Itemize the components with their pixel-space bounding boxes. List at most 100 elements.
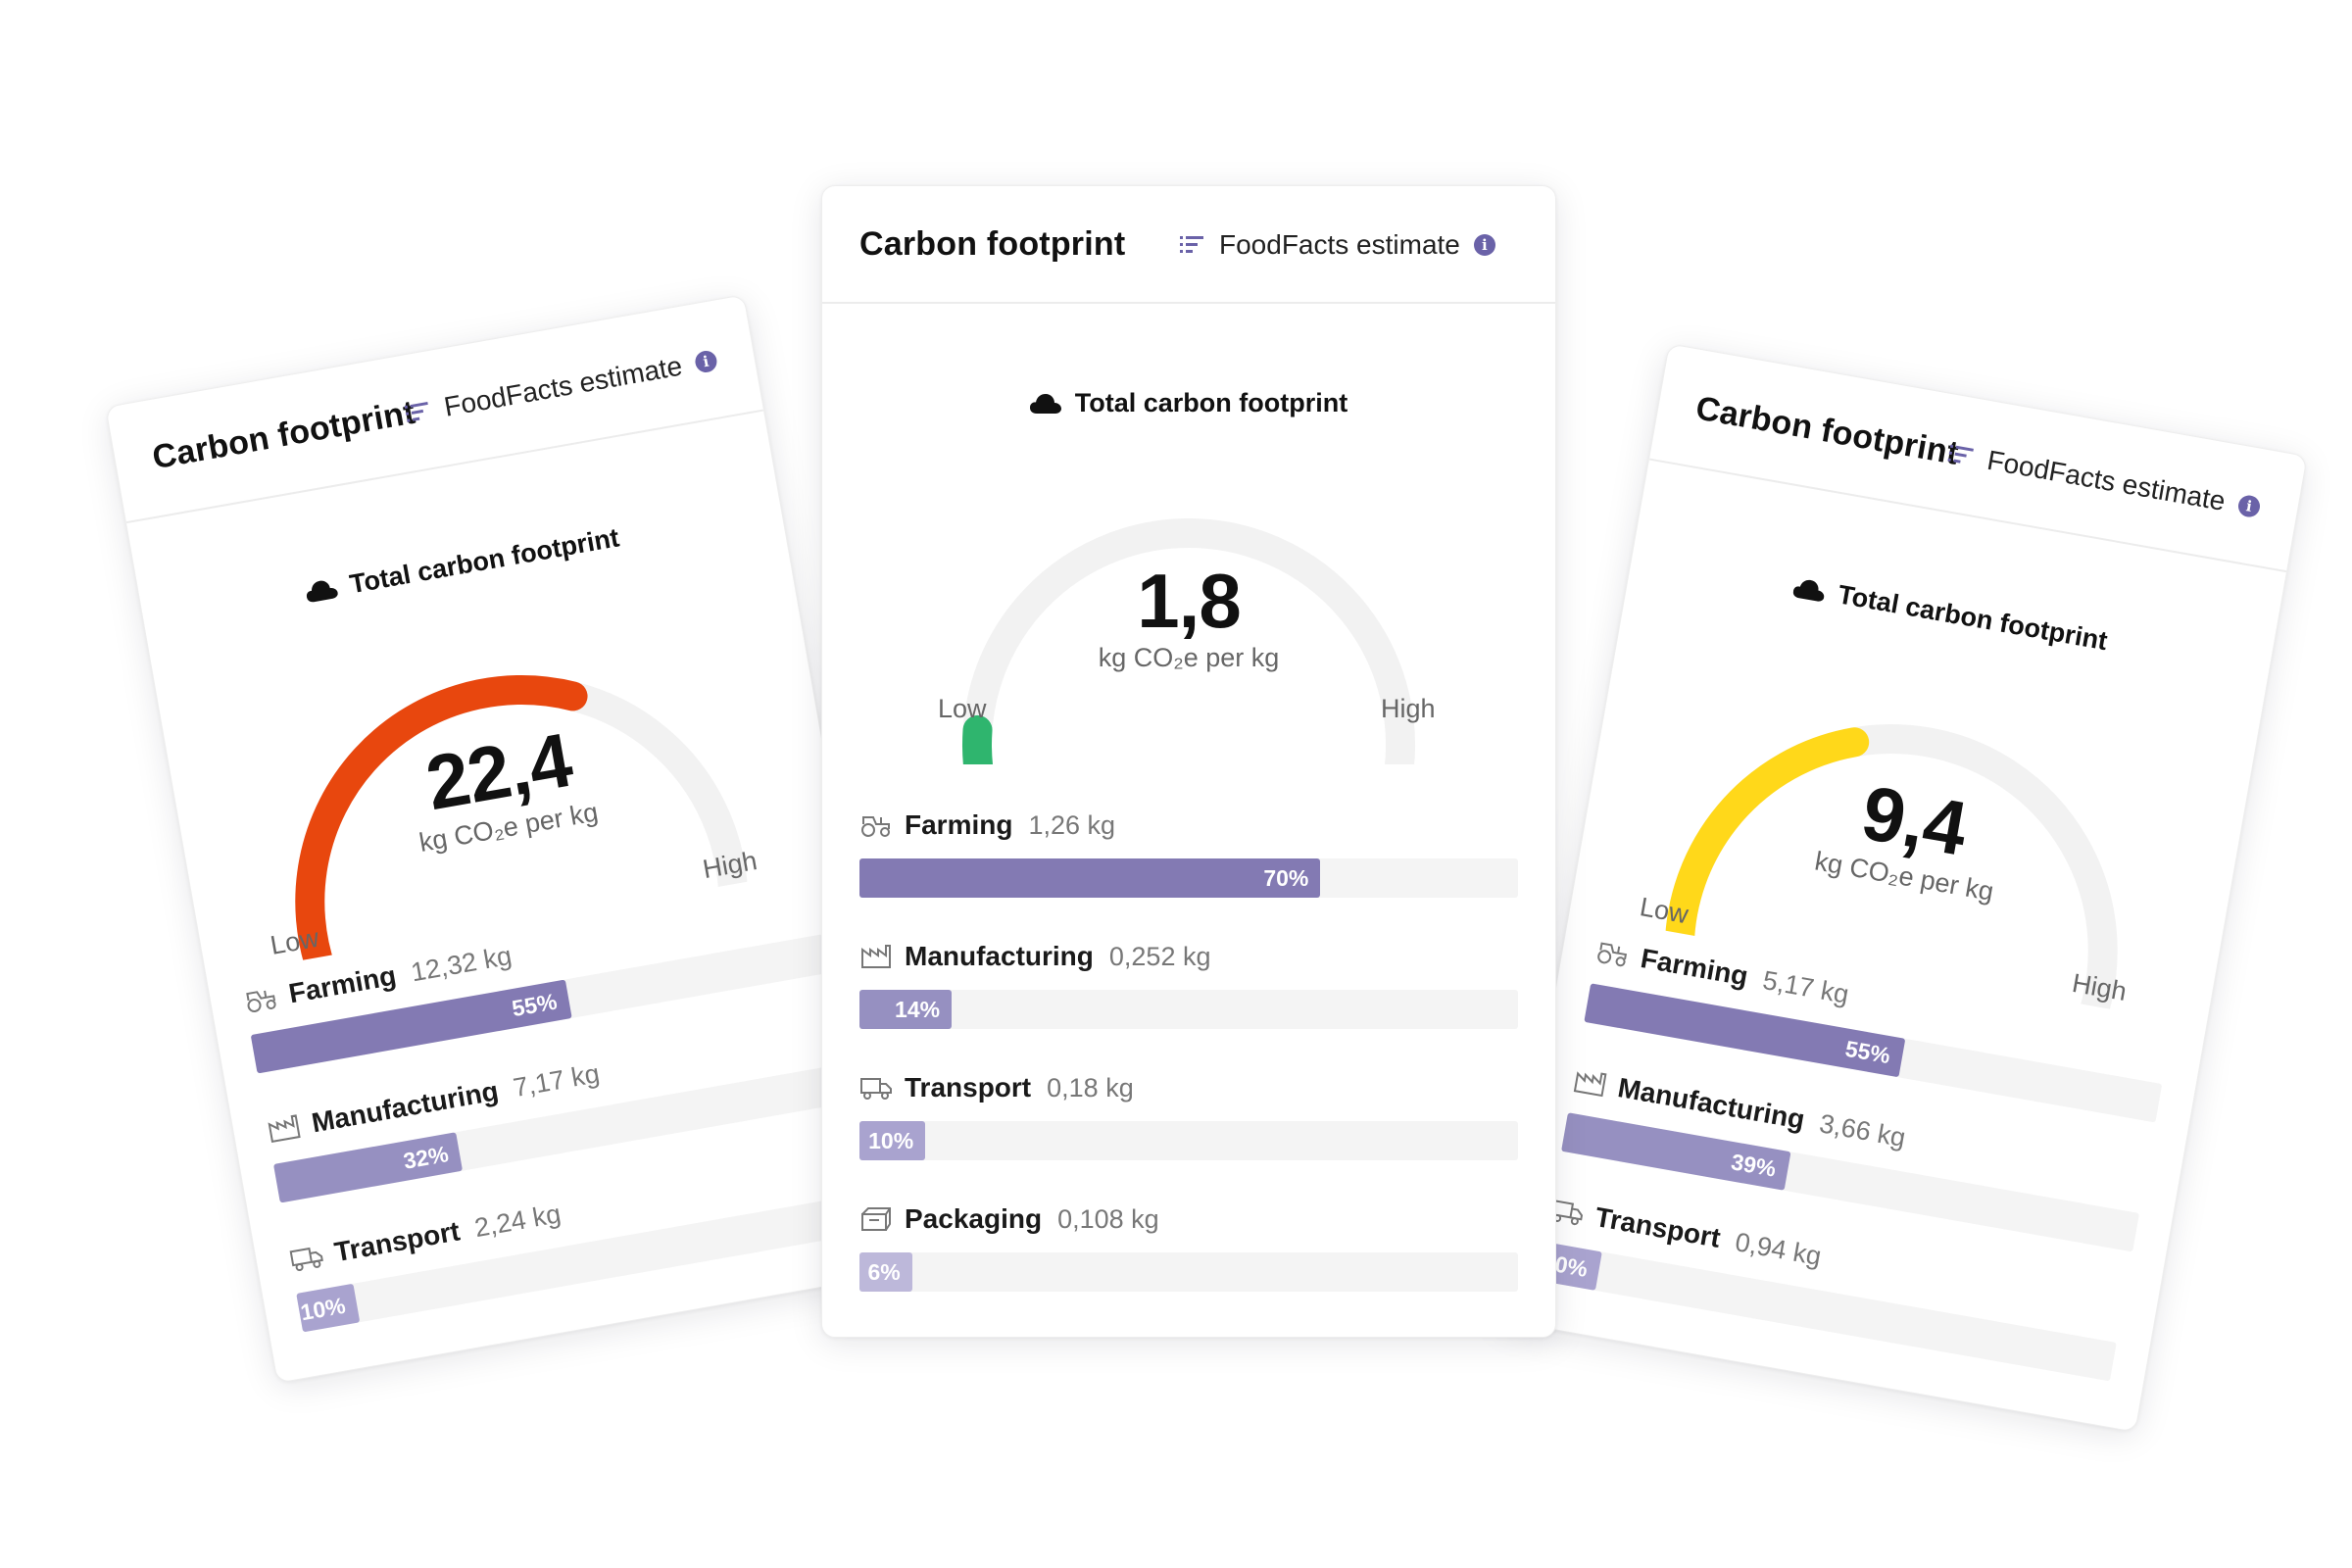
row-header: Farming 5,17 kg — [1592, 929, 2172, 1072]
total-label: Total carbon footprint — [1074, 388, 1348, 417]
list-filter-icon — [1947, 444, 1974, 464]
progress-track: 14% — [859, 990, 1518, 1029]
cloud-icon — [1029, 393, 1061, 414]
tractor-icon — [243, 984, 280, 1015]
breakdown-row: Farming 1,26 kg 70% — [859, 804, 1518, 935]
progress-percent: 2% — [1518, 1378, 1556, 1409]
row-header: Transport 0,18 kg — [859, 1066, 1518, 1109]
progress-fill: 70% — [859, 858, 1321, 898]
package-icon — [311, 1372, 348, 1384]
gauge — [1664, 724, 2118, 1014]
row-header: Transport 2,24 kg — [287, 1139, 866, 1282]
row-header: Manufacturing 7,17 kg — [264, 1009, 843, 1152]
row-amount: 0,94 kg — [1733, 1226, 1824, 1271]
tractor-icon — [1594, 938, 1632, 969]
row-label: Transport — [905, 1072, 1032, 1102]
factory-icon — [266, 1113, 303, 1145]
info-icon[interactable]: i — [693, 349, 719, 374]
carbon-card-center: Carbon footprint FoodFacts estimate i To… — [821, 185, 1556, 1338]
gauge-fill — [1664, 727, 1870, 966]
breakdown-row: Transport 2,24 kg 10% — [287, 1139, 881, 1369]
row-amount: 0,23 kg — [1720, 1357, 1812, 1402]
breakdown-row: Manufacturing 0,252 kg 14% — [859, 935, 1518, 1066]
row-header: Packaging 0,108 kg — [859, 1198, 1518, 1241]
truck-icon — [288, 1243, 325, 1274]
breakdown-row: Packaging 0,108 kg 6% — [859, 1198, 1518, 1329]
breakdown-row: Transport 0,18 kg 10% — [859, 1066, 1518, 1198]
total-label: Total carbon footprint — [1836, 579, 2110, 657]
estimate-label: FoodFacts estimate — [441, 350, 685, 422]
breakdown-list: Farming 5,17 kg 55% Manufacturing 3,66 kg 39%… — [1509, 929, 2172, 1433]
info-icon[interactable]: i — [2236, 493, 2262, 519]
progress-percent: 6% — [867, 1259, 901, 1285]
row-label: Packaging — [905, 1203, 1043, 1234]
progress-percent: 10% — [868, 1128, 914, 1153]
row-label: Manufacturing — [905, 941, 1094, 971]
row-header: Farming 12,32 kg — [241, 880, 820, 1023]
estimate-link[interactable]: FoodFacts estimate i — [403, 344, 719, 429]
breakdown-row: Manufacturing 3,66 kg 39% — [1554, 1058, 2148, 1289]
progress-fill: 10% — [296, 1283, 361, 1333]
card-header: Carbon footprint FoodFacts estimate i — [106, 295, 764, 524]
list-filter-icon — [404, 401, 428, 422]
row-amount: 3,66 kg — [1817, 1107, 1908, 1152]
row-amount: 2,24 kg — [471, 1198, 564, 1243]
card-title: Carbon footprint — [1692, 389, 1962, 472]
total-label-row: Total carbon footprint — [1630, 543, 2272, 685]
row-amount: 12,32 kg — [408, 940, 514, 987]
progress-percent: 39% — [1729, 1149, 1779, 1182]
cloud-icon — [306, 580, 338, 602]
gauge — [962, 518, 1415, 764]
row-label: Farming — [286, 959, 399, 1009]
gauge-fill — [962, 714, 994, 764]
tractor-icon — [859, 812, 893, 838]
progress-fill: 10% — [859, 1121, 926, 1160]
progress-percent: 10% — [298, 1292, 348, 1326]
carbon-card-right: Carbon footprint FoodFacts estimate i To… — [1496, 343, 2308, 1433]
estimate-link[interactable]: FoodFacts estimate i — [1946, 438, 2263, 523]
progress-percent: 32% — [401, 1141, 451, 1174]
progress-fill: 2% — [1515, 1371, 1569, 1418]
row-header: Manufacturing 3,66 kg — [1570, 1058, 2149, 1201]
card-title: Carbon footprint — [859, 225, 1126, 263]
row-label: Farming — [1638, 943, 1751, 992]
breakdown-row: Farming 5,17 kg 55% — [1578, 929, 2172, 1159]
list-filter-icon — [1180, 236, 1203, 253]
progress-percent: 55% — [1843, 1035, 1892, 1069]
row-header: Manufacturing 0,252 kg — [859, 935, 1518, 978]
cloud-icon — [1792, 579, 1825, 602]
gauge-track — [962, 518, 1415, 764]
info-icon[interactable]: i — [1473, 234, 1495, 256]
estimate-label: FoodFacts estimate — [1219, 229, 1460, 260]
progress-percent: 55% — [510, 988, 560, 1022]
progress-fill: 14% — [859, 990, 953, 1029]
gauge-fill — [295, 675, 588, 965]
footprint-value: 1,8 — [1137, 558, 1241, 644]
row-label: Farming — [905, 809, 1013, 840]
estimate-link[interactable]: FoodFacts estimate i — [1180, 229, 1495, 261]
progress-fill: 6% — [859, 1252, 912, 1292]
factory-icon — [1572, 1067, 1609, 1099]
total-label-row: Total carbon footprint — [822, 388, 1555, 418]
footprint-unit: kg CO₂e per kg — [1098, 643, 1280, 672]
row-amount: 5,17 kg — [1760, 964, 1851, 1009]
breakdown-row: Manufacturing 7,17 kg 32% — [264, 1009, 858, 1240]
total-label: Total carbon footprint — [347, 522, 622, 600]
row-amount: 7,17 kg — [511, 1057, 602, 1102]
row-header: Farming 1,26 kg — [859, 804, 1518, 847]
low-label: Low — [938, 694, 987, 723]
progress-percent: 14% — [895, 997, 941, 1022]
gauge — [295, 675, 749, 965]
progress-percent: 70% — [1263, 865, 1309, 891]
breakdown-row: Farming 12,32 kg 55% — [241, 880, 835, 1110]
truck-icon — [859, 1075, 893, 1101]
card-header: Carbon footprint FoodFacts estimate i — [1648, 344, 2307, 573]
carbon-card-left: Carbon footprint FoodFacts estimate i To… — [105, 294, 916, 1384]
card-header: Carbon footprint FoodFacts estimate i — [822, 186, 1555, 304]
progress-track: 70% — [859, 858, 1518, 898]
high-label: High — [1381, 694, 1436, 723]
factory-icon — [859, 944, 893, 969]
package-icon — [859, 1206, 893, 1232]
progress-track: 6% — [859, 1252, 1518, 1292]
